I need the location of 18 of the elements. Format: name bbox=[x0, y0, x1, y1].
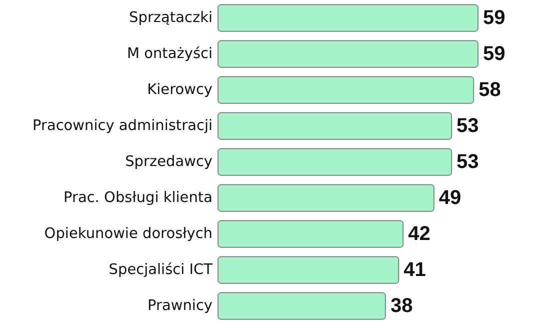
data-label: 58 bbox=[478, 79, 501, 101]
data-label: 41 bbox=[404, 259, 426, 281]
y-tick-label: Prawnicy bbox=[148, 298, 213, 314]
data-label: 42 bbox=[408, 223, 430, 245]
data-label: 53 bbox=[456, 115, 479, 137]
y-tick-label: M ontażyści bbox=[127, 46, 212, 62]
y-tick-label: Specjaliści ICT bbox=[108, 262, 213, 278]
y-tick-label: Prac. Obsługi klienta bbox=[64, 190, 212, 206]
data-label: 53 bbox=[456, 151, 479, 173]
y-tick-label: Sprzątaczki bbox=[129, 10, 212, 26]
y-tick-label: Sprzedawcy bbox=[125, 154, 213, 170]
data-label: 38 bbox=[390, 295, 413, 317]
data-label: 59 bbox=[483, 43, 506, 65]
y-tick-label: Kierowcy bbox=[147, 82, 213, 98]
data-label: 59 bbox=[483, 7, 506, 29]
y-tick-label: Pracownicy administracji bbox=[32, 118, 212, 134]
data-label: 49 bbox=[438, 187, 462, 209]
y-tick-label: Opiekunowie dorosłych bbox=[44, 226, 212, 242]
